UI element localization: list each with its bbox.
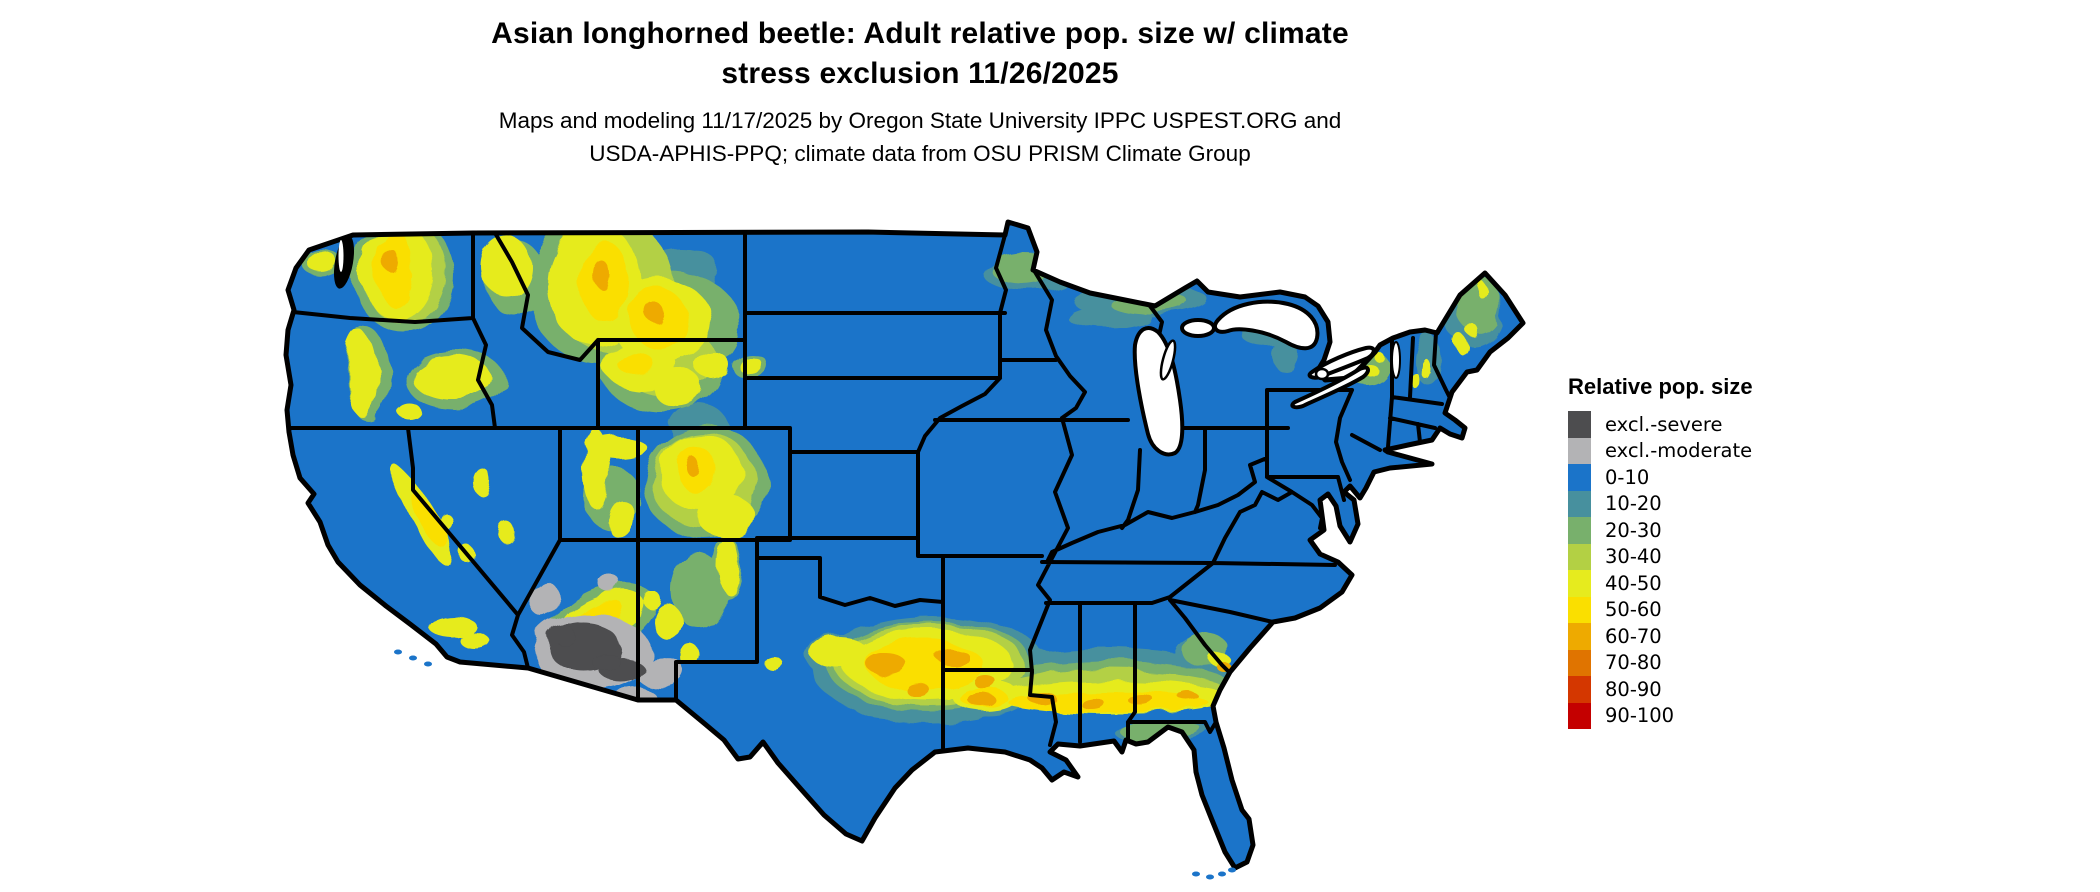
mackinac-straits — [1180, 318, 1216, 338]
legend-swatch — [1568, 543, 1591, 570]
islands — [394, 649, 1236, 880]
legend-item-70-80: 70-80 — [1568, 649, 1818, 676]
legend-item-90-100: 90-100 — [1568, 702, 1818, 729]
puget-sound — [333, 235, 355, 289]
great-lakes — [1132, 299, 1401, 457]
legend-item-30-40: 30-40 — [1568, 543, 1818, 570]
raster-layers — [302, 222, 1502, 744]
florida-keys — [1218, 871, 1226, 877]
land-base — [286, 222, 1523, 868]
legend-swatch — [1568, 702, 1591, 729]
channel-islands — [394, 649, 402, 655]
legend-label: 80-90 — [1605, 677, 1662, 701]
lake-huron — [1213, 299, 1320, 351]
legend-swatch — [1568, 464, 1591, 491]
legend-item-80-90: 80-90 — [1568, 676, 1818, 703]
legend-item-10-20: 10-20 — [1568, 490, 1818, 517]
legend-swatch — [1568, 570, 1591, 597]
legend-swatch — [1568, 623, 1591, 650]
legend-label: 10-20 — [1605, 492, 1662, 516]
title-line-1: Asian longhorned beetle: Adult relative … — [491, 17, 1349, 50]
legend-item-excl-severe: excl.-severe — [1568, 411, 1818, 438]
legend-swatch — [1568, 437, 1591, 464]
legend-item-0-10: 0-10 — [1568, 464, 1818, 491]
legend-label: 40-50 — [1605, 571, 1662, 595]
legend-item-40-50: 40-50 — [1568, 570, 1818, 597]
map-title: Asian longhorned beetle: Adult relative … — [0, 14, 1840, 94]
legend-item-50-60: 50-60 — [1568, 596, 1818, 623]
raster-excl-severe-gray — [548, 623, 642, 681]
legend-swatch — [1568, 676, 1591, 703]
legend-label: 0-10 — [1605, 465, 1650, 489]
legend-label: 20-30 — [1605, 518, 1662, 542]
legend-swatch — [1568, 649, 1591, 676]
lake-st-clair — [1314, 367, 1330, 381]
legend-title: Relative pop. size — [1568, 374, 1753, 399]
title-line-2: stress exclusion 11/26/2025 — [721, 57, 1119, 90]
legend-item-20-30: 20-30 — [1568, 517, 1818, 544]
subtitle-line-2: USDA-APHIS-PPQ; climate data from OSU PR… — [589, 141, 1251, 166]
channel-islands — [424, 661, 432, 667]
legend: Relative pop. size excl.-severe excl.-mo… — [1568, 374, 1818, 729]
lake-champlain — [1391, 341, 1401, 379]
legend-label: 30-40 — [1605, 545, 1662, 569]
legend-label: excl.-moderate — [1605, 439, 1753, 463]
florida-keys — [1228, 867, 1236, 873]
legend-label: 50-60 — [1605, 598, 1662, 622]
legend-item-excl-moderate: excl.-moderate — [1568, 437, 1818, 464]
green-bay — [1159, 339, 1177, 381]
lake-erie — [1290, 365, 1370, 410]
legend-item-60-70: 60-70 — [1568, 623, 1818, 650]
map-subtitle: Maps and modeling 11/17/2025 by Oregon S… — [0, 104, 1840, 170]
subtitle-line-1: Maps and modeling 11/17/2025 by Oregon S… — [498, 108, 1342, 133]
legend-label: 70-80 — [1605, 651, 1662, 675]
florida-keys — [1192, 871, 1200, 877]
legend-swatch — [1568, 517, 1591, 544]
header: Asian longhorned beetle: Adult relative … — [0, 14, 1840, 170]
legend-swatch — [1568, 411, 1591, 438]
legend-label: excl.-severe — [1605, 412, 1723, 436]
channel-islands — [409, 655, 417, 661]
florida-keys — [1206, 874, 1214, 880]
legend-swatch — [1568, 596, 1591, 623]
legend-label: 90-100 — [1605, 704, 1675, 728]
legend-swatch — [1568, 490, 1591, 517]
legend-label: 60-70 — [1605, 624, 1662, 648]
